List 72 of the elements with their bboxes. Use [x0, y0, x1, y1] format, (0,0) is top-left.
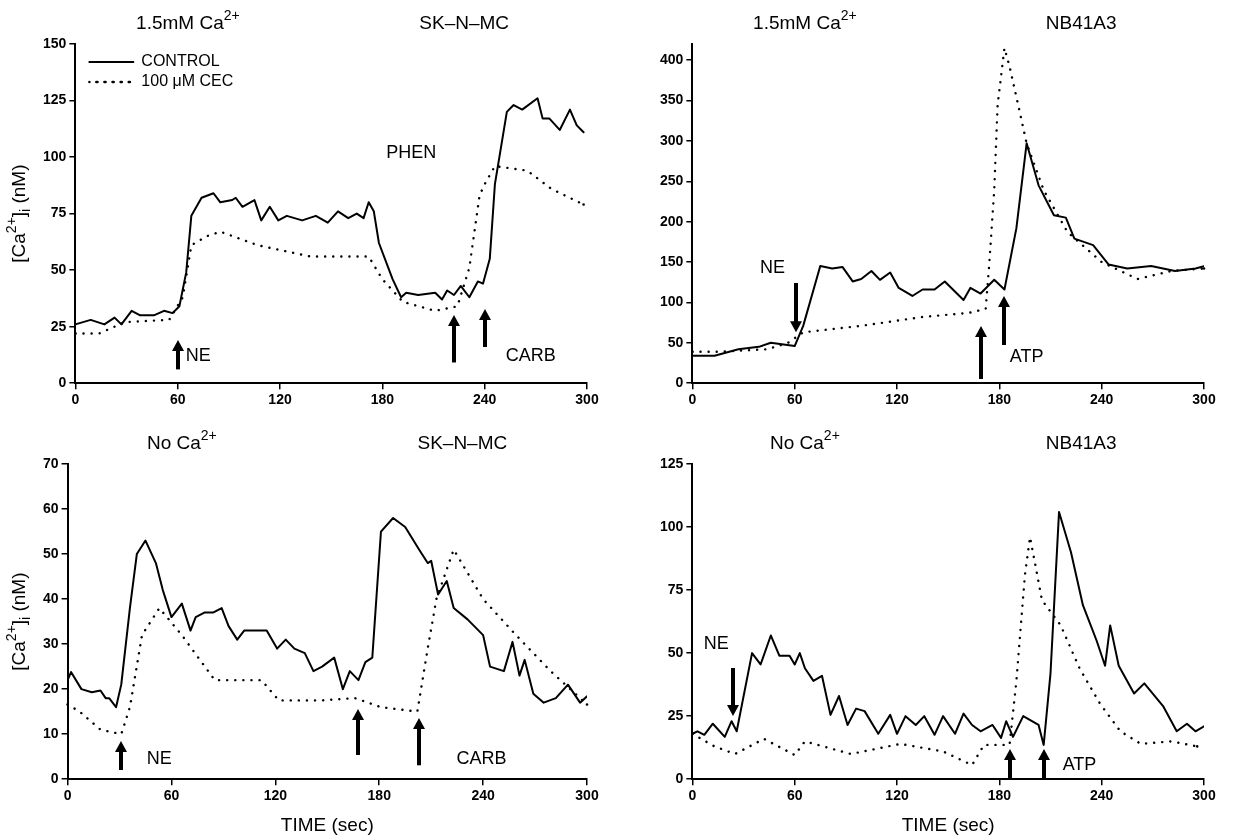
- x-axis-title: TIME (sec): [901, 814, 995, 836]
- annotation: ATP: [1062, 754, 1097, 775]
- x-tick-label: 120: [885, 391, 909, 408]
- x-tick-label: 300: [1192, 391, 1216, 408]
- text: NB41A3: [1045, 12, 1117, 34]
- x-tick-label: 240: [1089, 787, 1114, 804]
- annotation: CARB: [505, 345, 556, 366]
- x-tick-label: 240: [1089, 391, 1114, 408]
- y-tick-label: 100: [43, 147, 67, 164]
- y-tick-label: 50: [667, 333, 684, 350]
- y-tick-label: 0: [675, 374, 684, 391]
- y-tick-label: 75: [50, 204, 67, 221]
- y-tick-label: 350: [660, 91, 684, 108]
- y-tick-label: 125: [43, 91, 67, 108]
- legend-label: 100 μM CEC: [141, 72, 234, 90]
- y-tick-label: 0: [58, 374, 67, 391]
- y-tick-label: 100: [660, 517, 684, 534]
- text: NB41A3: [1045, 432, 1117, 454]
- x-tick-label: 180: [370, 391, 395, 408]
- y-tick-label: 200: [660, 212, 684, 229]
- annotation: PHEN: [386, 141, 437, 162]
- y-axis-title: [Ca2+]i (nM): [3, 572, 33, 671]
- y-tick-label: 0: [50, 770, 59, 787]
- y-tick-label: 20: [42, 680, 59, 696]
- y-tick-label: 150: [43, 34, 67, 51]
- y-tick-label: 60: [42, 499, 59, 516]
- x-tick-label: 60: [786, 787, 803, 804]
- y-tick-label: 0: [675, 770, 684, 787]
- x-tick-label: 300: [1192, 787, 1216, 804]
- y-tick-label: 30: [42, 634, 59, 651]
- x-axis-title: TIME (sec): [280, 814, 374, 836]
- annotation: NE: [146, 747, 172, 768]
- y-tick-label: 75: [667, 580, 684, 597]
- x-tick-label: 60: [786, 391, 803, 408]
- x-tick-label: 0: [71, 391, 80, 408]
- y-tick-label: 150: [660, 252, 684, 269]
- annotation: NE: [185, 345, 211, 366]
- y-tick-label: 100: [660, 293, 684, 310]
- y-tick-label: 250: [660, 172, 684, 189]
- annotation: ATP: [1009, 346, 1044, 367]
- y-tick-label: 300: [660, 131, 684, 148]
- y-tick-label: 25: [667, 707, 684, 724]
- x-tick-label: 60: [169, 391, 186, 408]
- x-tick-label: 0: [688, 391, 697, 408]
- x-tick-label: 120: [268, 391, 292, 408]
- text: SK–N–MC: [419, 12, 510, 34]
- x-tick-label: 120: [263, 787, 288, 804]
- y-tick-label: 400: [660, 51, 684, 68]
- y-tick-label: 125: [660, 454, 684, 471]
- legend-label: CONTROL: [141, 52, 220, 70]
- x-tick-label: 60: [163, 787, 180, 804]
- y-tick-label: 10: [42, 725, 59, 742]
- y-axis-title: [Ca2+]i (nM): [3, 164, 33, 263]
- x-tick-label: 300: [575, 787, 599, 804]
- x-tick-label: 120: [885, 787, 909, 804]
- y-tick-label: 70: [42, 454, 59, 471]
- x-tick-label: 180: [367, 787, 392, 804]
- y-tick-label: 50: [667, 643, 684, 660]
- x-tick-label: 0: [688, 787, 697, 804]
- annotation: CARB: [456, 747, 507, 768]
- x-tick-label: 240: [471, 787, 496, 804]
- annotation: NE: [703, 633, 729, 654]
- x-tick-label: 300: [575, 391, 599, 408]
- x-tick-label: 180: [987, 391, 1012, 408]
- text: SK–N–MC: [417, 432, 508, 454]
- y-tick-label: 50: [50, 260, 67, 277]
- annotation: NE: [760, 257, 786, 278]
- y-tick-label: 25: [50, 317, 67, 334]
- x-tick-label: 240: [472, 391, 497, 408]
- y-tick-label: 50: [42, 544, 59, 561]
- y-tick-label: 40: [42, 589, 59, 606]
- x-tick-label: 180: [987, 787, 1012, 804]
